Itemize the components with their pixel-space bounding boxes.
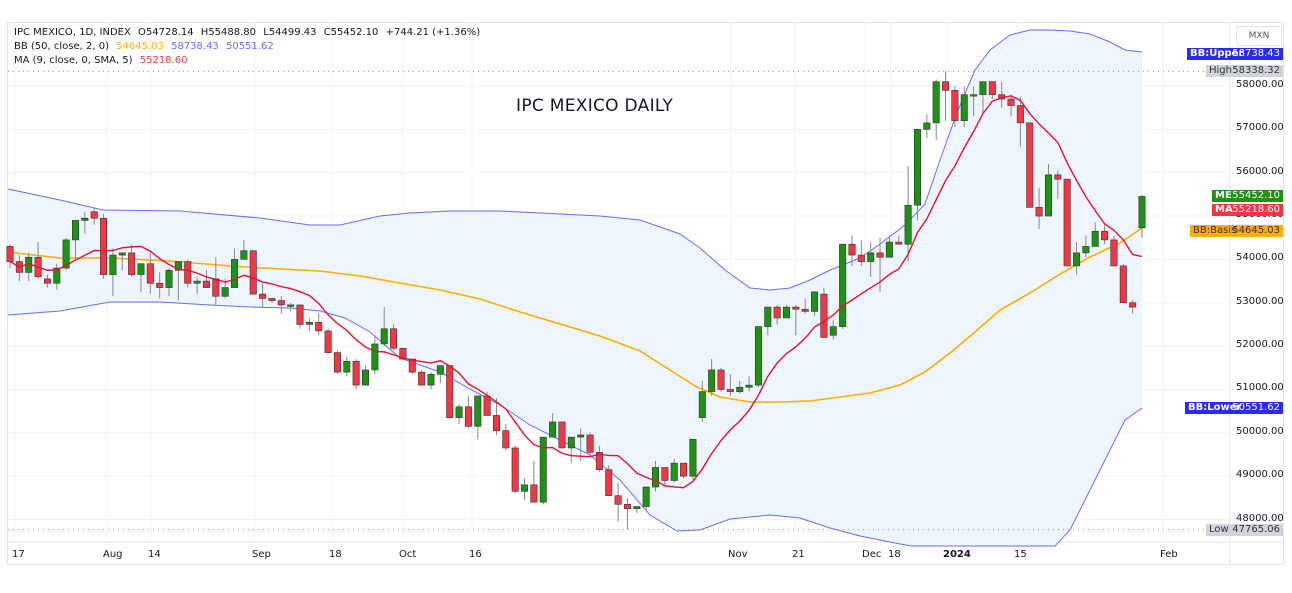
- price-tick: 54000.00: [1236, 252, 1284, 264]
- time-tick: 18: [329, 549, 342, 560]
- symbol-name: IPC MEXICO, 1D, INDEX: [14, 27, 131, 38]
- bb-basis-price-tag: BB:Basis 54645.03: [1190, 225, 1283, 237]
- me-price-tag: ME 55452.10: [1212, 190, 1283, 202]
- time-tick: 2024: [943, 549, 971, 560]
- price-tick: 56000.00: [1236, 165, 1284, 177]
- bb-legend[interactable]: BB (50, close, 2, 0) 54645.03 58738.43 5…: [14, 41, 278, 52]
- ma-label: MA (9, close, 0, SMA, 5): [14, 55, 133, 66]
- price-tick: 53000.00: [1236, 295, 1284, 307]
- time-tick: 16: [469, 549, 482, 560]
- bb-upper-value: 58738.43: [171, 41, 219, 52]
- price-tick: 48000.00: [1236, 512, 1284, 524]
- bollinger-basis-line: [7, 227, 1143, 403]
- time-tick: Sep: [252, 549, 271, 560]
- chart-title: IPC MEXICO DAILY: [516, 96, 674, 116]
- price-tick: 49000.00: [1236, 469, 1284, 481]
- ma-price-tag: MA 55218.60: [1212, 204, 1283, 216]
- bollinger-band-fill: [8, 30, 1142, 546]
- time-tick: 17: [12, 549, 25, 560]
- bollinger-lower-line: [7, 301, 1143, 547]
- symbol-legend[interactable]: IPC MEXICO, 1D, INDEX O54728.14 H55488.8…: [14, 27, 484, 38]
- bb-label: BB (50, close, 2, 0): [14, 41, 109, 52]
- bb-lower-value: 50551.62: [225, 41, 274, 52]
- bollinger-upper-line: [7, 29, 1143, 291]
- high-low-lines: [8, 70, 1212, 531]
- low-price-tag: Low 47765.06: [1206, 523, 1283, 536]
- bb-basis-value: 54645.03: [116, 41, 164, 52]
- high-price-tag: High 58338.32: [1206, 65, 1283, 78]
- low-value: L54499.43: [263, 27, 317, 38]
- bb-lower-price-tag: BB:Lower 50551.62: [1185, 402, 1283, 414]
- chart-frame: [7, 22, 1284, 565]
- price-tick: 58000.00: [1236, 79, 1284, 90]
- time-tick: Oct: [399, 549, 417, 560]
- price-tick: 52000.00: [1236, 339, 1284, 351]
- time-tick: Dec: [862, 549, 882, 560]
- price-tick: 57000.00: [1236, 122, 1284, 134]
- time-tick: 18: [888, 549, 901, 560]
- time-tick: Aug: [103, 549, 123, 560]
- open-value: O54728.14: [138, 27, 194, 38]
- currency-button[interactable]: MXN: [1236, 26, 1282, 46]
- time-tick: Feb: [1160, 549, 1178, 560]
- time-tick: 15: [1014, 549, 1027, 560]
- time-tick: 21: [792, 549, 805, 560]
- high-value: H55488.80: [200, 27, 257, 38]
- price-tick: 50000.00: [1236, 425, 1284, 437]
- bb-upper-price-tag: BB:Upper 58738.43: [1187, 48, 1283, 60]
- moving-average-line: [9, 95, 1143, 489]
- ma-value: 55218.60: [139, 55, 188, 66]
- change-value: +744.21 (+1.36%): [385, 27, 481, 38]
- time-tick: 14: [148, 549, 161, 560]
- price-tick: 51000.00: [1236, 382, 1284, 394]
- candlesticks: [6, 71, 1146, 530]
- close-value: C55452.10: [323, 27, 379, 38]
- time-tick: Nov: [728, 549, 748, 560]
- ma-legend[interactable]: MA (9, close, 0, SMA, 5) 55218.60: [14, 55, 191, 66]
